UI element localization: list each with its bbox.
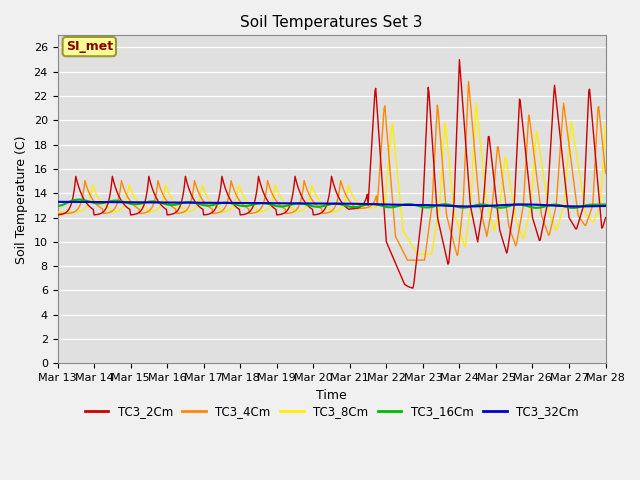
TC3_8Cm: [553, 227, 561, 233]
TC3_8Cm: [198, 187, 205, 193]
TC3_4Cm: [174, 210, 182, 216]
TC3_16Cm: [54, 203, 61, 209]
TC3_32Cm: [431, 203, 438, 208]
TC3_16Cm: [75, 197, 83, 203]
TC3_32Cm: [54, 199, 61, 205]
TC3_32Cm: [376, 202, 384, 207]
X-axis label: Time: Time: [316, 389, 347, 402]
TC3_32Cm: [198, 200, 205, 205]
TC3_2Cm: [198, 205, 205, 211]
TC3_16Cm: [602, 202, 609, 207]
TC3_32Cm: [323, 201, 331, 206]
TC3_2Cm: [376, 151, 384, 157]
TC3_8Cm: [54, 209, 61, 215]
TC3_4Cm: [198, 195, 205, 201]
TC3_16Cm: [198, 202, 206, 208]
TC3_32Cm: [465, 204, 472, 209]
TC3_8Cm: [602, 122, 609, 128]
TC3_8Cm: [431, 230, 439, 236]
TC3_2Cm: [54, 212, 61, 218]
TC3_16Cm: [569, 205, 577, 211]
TC3_8Cm: [323, 204, 331, 210]
TC3_32Cm: [602, 203, 609, 209]
TC3_4Cm: [323, 210, 331, 216]
TC3_4Cm: [404, 257, 412, 263]
Line: TC3_4Cm: TC3_4Cm: [58, 82, 605, 260]
Title: Soil Temperatures Set 3: Soil Temperatures Set 3: [240, 15, 423, 30]
TC3_16Cm: [431, 203, 439, 209]
TC3_4Cm: [54, 211, 61, 216]
Y-axis label: Soil Temperature (C): Soil Temperature (C): [15, 135, 28, 264]
TC3_8Cm: [472, 100, 480, 106]
Line: TC3_16Cm: TC3_16Cm: [58, 200, 605, 208]
TC3_2Cm: [174, 207, 182, 213]
TC3_8Cm: [376, 202, 384, 207]
TC3_2Cm: [431, 179, 439, 185]
TC3_16Cm: [377, 203, 385, 208]
TC3_8Cm: [413, 251, 421, 257]
TC3_4Cm: [553, 194, 561, 200]
TC3_16Cm: [324, 202, 332, 208]
TC3_4Cm: [431, 145, 439, 151]
Line: TC3_2Cm: TC3_2Cm: [58, 60, 605, 288]
TC3_16Cm: [175, 201, 182, 207]
TC3_16Cm: [552, 202, 560, 207]
TC3_8Cm: [174, 202, 182, 208]
TC3_4Cm: [602, 170, 609, 176]
TC3_2Cm: [602, 215, 609, 220]
Line: TC3_32Cm: TC3_32Cm: [58, 202, 605, 206]
TC3_4Cm: [465, 79, 472, 84]
TC3_2Cm: [553, 103, 561, 109]
Line: TC3_8Cm: TC3_8Cm: [58, 103, 605, 254]
TC3_2Cm: [409, 285, 417, 291]
TC3_2Cm: [323, 201, 331, 207]
TC3_32Cm: [174, 200, 182, 205]
Legend: TC3_2Cm, TC3_4Cm, TC3_8Cm, TC3_16Cm, TC3_32Cm: TC3_2Cm, TC3_4Cm, TC3_8Cm, TC3_16Cm, TC3…: [80, 401, 583, 423]
TC3_2Cm: [456, 57, 463, 62]
TC3_32Cm: [552, 203, 560, 209]
TC3_4Cm: [376, 159, 384, 165]
Text: SI_met: SI_met: [66, 40, 113, 53]
